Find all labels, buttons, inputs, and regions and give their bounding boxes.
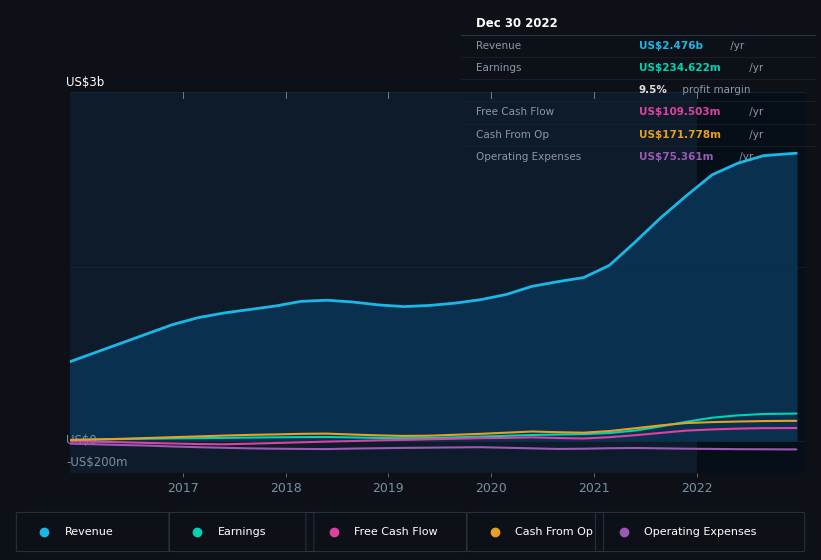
Text: profit margin: profit margin [679, 85, 750, 95]
Text: Operating Expenses: Operating Expenses [644, 527, 756, 537]
Text: US$0: US$0 [67, 434, 97, 447]
Text: -US$200m: -US$200m [67, 456, 127, 469]
Text: Cash From Op: Cash From Op [475, 130, 548, 139]
Text: US$234.622m: US$234.622m [639, 63, 721, 73]
Text: /yr: /yr [745, 108, 763, 118]
Text: /yr: /yr [745, 63, 763, 73]
Text: Dec 30 2022: Dec 30 2022 [475, 17, 557, 30]
Bar [697, 92, 805, 473]
Text: Operating Expenses: Operating Expenses [475, 152, 580, 162]
Text: US$75.361m: US$75.361m [639, 152, 713, 162]
Text: /yr: /yr [727, 41, 744, 51]
Text: Earnings: Earnings [218, 527, 266, 537]
Text: /yr: /yr [745, 130, 763, 139]
Text: Revenue: Revenue [475, 41, 521, 51]
Text: US$3b: US$3b [67, 76, 104, 88]
Text: Free Cash Flow: Free Cash Flow [354, 527, 438, 537]
Text: Revenue: Revenue [65, 527, 113, 537]
Text: /yr: /yr [736, 152, 754, 162]
Text: US$2.476b: US$2.476b [639, 41, 703, 51]
Text: US$171.778m: US$171.778m [639, 130, 721, 139]
Text: 9.5%: 9.5% [639, 85, 667, 95]
Text: Free Cash Flow: Free Cash Flow [475, 108, 553, 118]
Text: US$109.503m: US$109.503m [639, 108, 720, 118]
Text: Earnings: Earnings [475, 63, 521, 73]
Text: Cash From Op: Cash From Op [515, 527, 593, 537]
